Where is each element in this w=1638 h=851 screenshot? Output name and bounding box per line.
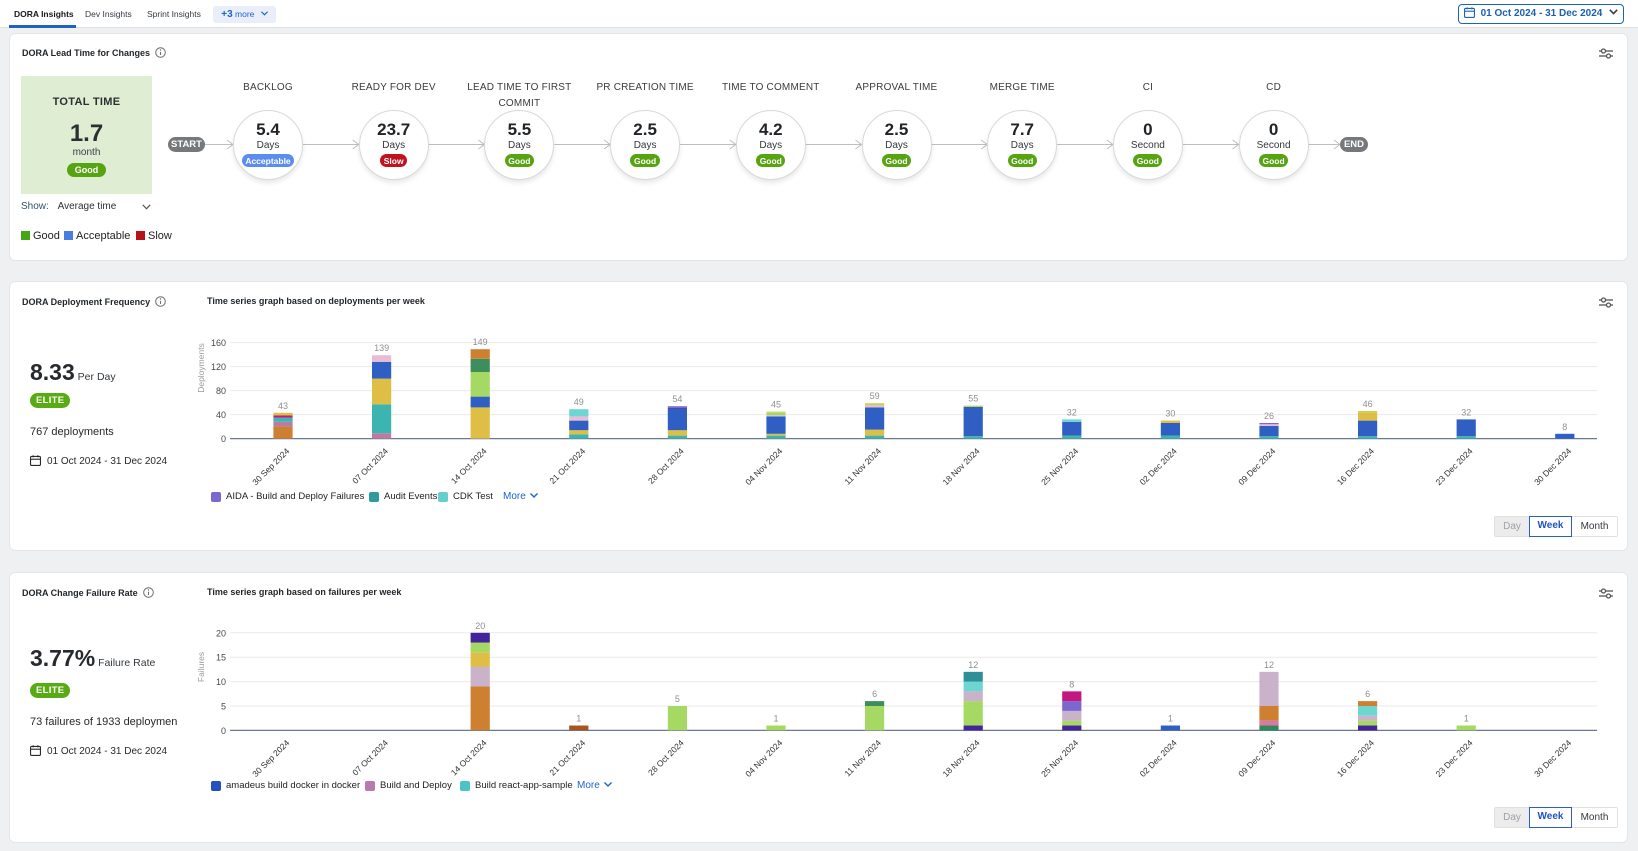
svg-text:5: 5: [675, 694, 680, 704]
svg-text:49: 49: [574, 397, 584, 407]
svg-text:1: 1: [773, 714, 778, 724]
svg-text:07 Oct 2024: 07 Oct 2024: [350, 446, 390, 486]
svg-text:16 Dec 2024: 16 Dec 2024: [1335, 446, 1376, 487]
svg-text:30 Sep 2024: 30 Sep 2024: [250, 738, 291, 779]
svg-text:14 Oct 2024: 14 Oct 2024: [449, 446, 489, 486]
svg-text:12: 12: [968, 660, 978, 670]
svg-text:04 Nov 2024: 04 Nov 2024: [743, 446, 784, 487]
svg-text:09 Dec 2024: 09 Dec 2024: [1236, 446, 1277, 487]
svg-text:26: 26: [1264, 411, 1274, 421]
svg-text:25 Nov 2024: 25 Nov 2024: [1039, 738, 1080, 779]
svg-text:23 Dec 2024: 23 Dec 2024: [1433, 446, 1474, 487]
svg-text:30 Sep 2024: 30 Sep 2024: [250, 446, 291, 487]
svg-text:59: 59: [870, 391, 880, 401]
svg-text:139: 139: [374, 343, 389, 353]
svg-text:10: 10: [216, 677, 226, 687]
svg-text:14 Oct 2024: 14 Oct 2024: [449, 738, 489, 778]
svg-text:25 Nov 2024: 25 Nov 2024: [1039, 446, 1080, 487]
svg-text:15: 15: [216, 653, 226, 663]
svg-text:80: 80: [216, 386, 226, 396]
svg-text:28 Oct 2024: 28 Oct 2024: [646, 446, 686, 486]
svg-text:8: 8: [1562, 422, 1567, 432]
svg-text:1: 1: [576, 714, 581, 724]
svg-text:43: 43: [278, 401, 288, 411]
svg-text:18 Nov 2024: 18 Nov 2024: [940, 446, 981, 487]
svg-text:04 Nov 2024: 04 Nov 2024: [743, 738, 784, 779]
svg-text:11 Nov 2024: 11 Nov 2024: [842, 446, 883, 487]
svg-text:0: 0: [221, 434, 226, 444]
svg-text:02 Dec 2024: 02 Dec 2024: [1138, 446, 1179, 487]
svg-text:21 Oct 2024: 21 Oct 2024: [547, 738, 587, 778]
svg-text:07 Oct 2024: 07 Oct 2024: [350, 738, 390, 778]
svg-text:20: 20: [216, 628, 226, 638]
svg-text:32: 32: [1067, 407, 1077, 417]
svg-text:Deployments: Deployments: [196, 343, 206, 393]
svg-text:12: 12: [1264, 660, 1274, 670]
svg-text:6: 6: [872, 689, 877, 699]
svg-text:45: 45: [771, 400, 781, 410]
svg-text:160: 160: [211, 338, 226, 348]
svg-text:20: 20: [475, 621, 485, 631]
svg-text:1: 1: [1168, 714, 1173, 724]
svg-text:30: 30: [1165, 409, 1175, 419]
svg-text:54: 54: [672, 394, 682, 404]
svg-text:30 Dec 2024: 30 Dec 2024: [1532, 738, 1573, 779]
svg-text:40: 40: [216, 410, 226, 420]
svg-text:120: 120: [211, 362, 226, 372]
svg-text:149: 149: [473, 337, 488, 347]
svg-text:1: 1: [1464, 714, 1469, 724]
svg-text:28 Oct 2024: 28 Oct 2024: [646, 738, 686, 778]
svg-text:02 Dec 2024: 02 Dec 2024: [1138, 738, 1179, 779]
svg-text:0: 0: [221, 726, 226, 736]
svg-text:8: 8: [1069, 679, 1074, 689]
svg-text:55: 55: [968, 394, 978, 404]
svg-text:32: 32: [1461, 407, 1471, 417]
svg-text:16 Dec 2024: 16 Dec 2024: [1335, 738, 1376, 779]
svg-text:5: 5: [221, 702, 226, 712]
svg-text:6: 6: [1365, 689, 1370, 699]
svg-text:18 Nov 2024: 18 Nov 2024: [940, 738, 981, 779]
svg-text:30 Dec 2024: 30 Dec 2024: [1532, 446, 1573, 487]
svg-text:Failures: Failures: [196, 652, 206, 682]
svg-text:09 Dec 2024: 09 Dec 2024: [1236, 738, 1277, 779]
svg-text:11 Nov 2024: 11 Nov 2024: [842, 738, 883, 779]
svg-text:23 Dec 2024: 23 Dec 2024: [1433, 738, 1474, 779]
svg-text:46: 46: [1363, 399, 1373, 409]
svg-text:21 Oct 2024: 21 Oct 2024: [547, 446, 587, 486]
